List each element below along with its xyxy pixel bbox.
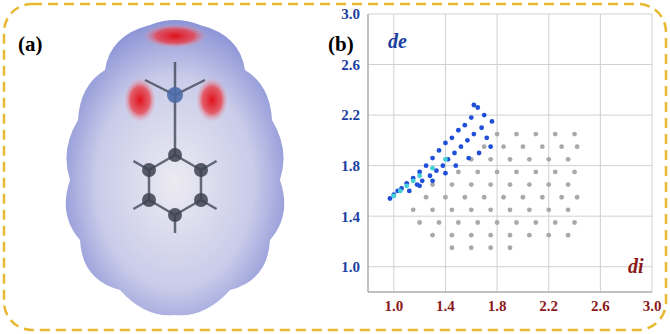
html-text:(b): (b) [328,32,354,56]
html-text:(a): (a) [18,32,43,56]
html-text:de: de [388,30,407,52]
svg-text:1.4: 1.4 [341,209,360,225]
svg-text:2.6: 2.6 [341,57,360,73]
svg-text:2.2: 2.2 [539,298,558,314]
svg-text:2.6: 2.6 [591,298,610,314]
svg-text:1.0: 1.0 [384,298,403,314]
svg-text:1.8: 1.8 [341,158,360,174]
svg-text:1.0: 1.0 [341,259,360,275]
svg-text:3.0: 3.0 [643,298,662,314]
html-text:di: di [628,255,644,277]
svg-text:3.0: 3.0 [341,6,360,22]
svg-text:1.8: 1.8 [488,298,507,314]
svg-text:2.2: 2.2 [341,107,360,123]
svg-text:1.4: 1.4 [436,298,455,314]
